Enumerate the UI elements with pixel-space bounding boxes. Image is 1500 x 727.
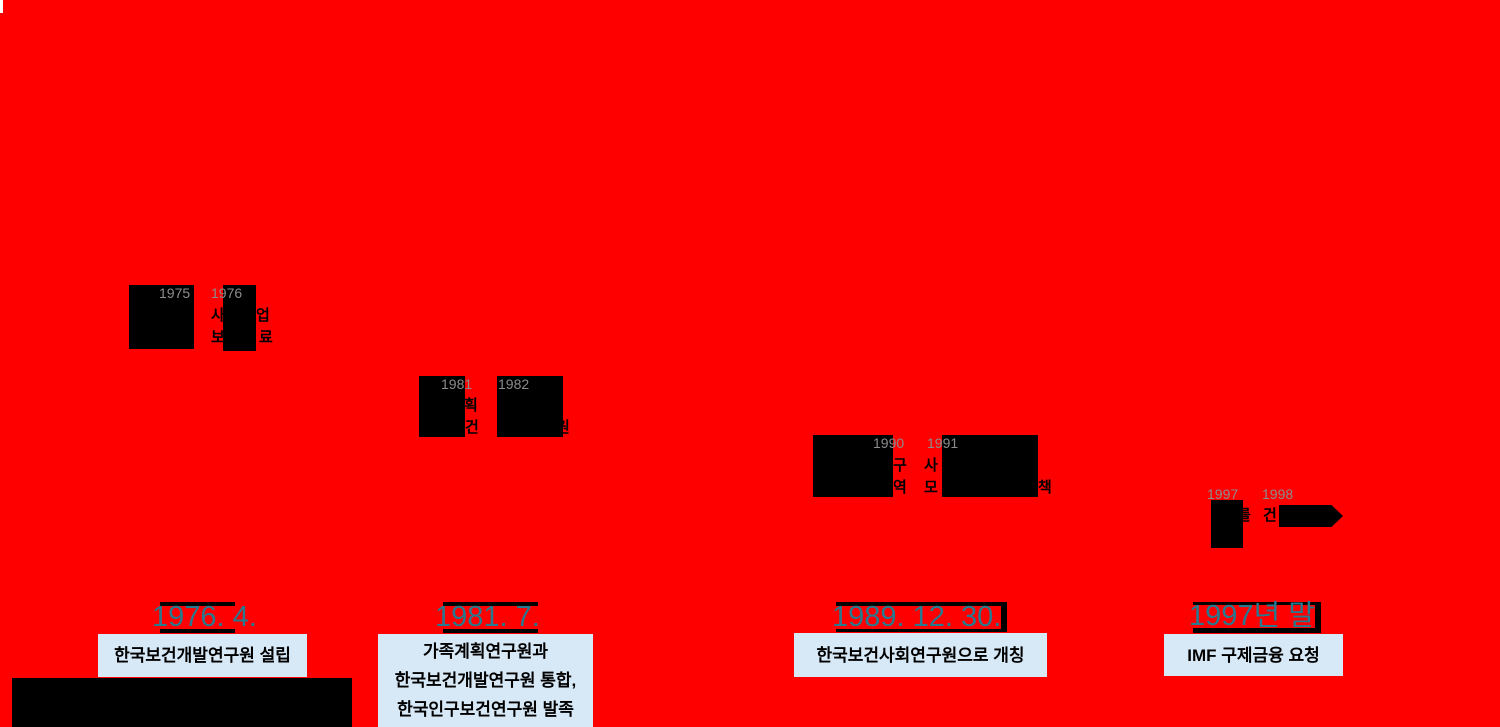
event-card-line: 가족계획연구원과 (422, 642, 549, 661)
year-label: 1991 (927, 435, 959, 451)
text-fragment: 건 (1263, 507, 1277, 524)
text-fragment: 사 (924, 457, 938, 474)
year-label: 1998 (1262, 486, 1294, 502)
text-fragment: 료 (259, 329, 273, 346)
text-fragment: 업 (256, 307, 270, 324)
redaction-box (497, 376, 563, 437)
text-fragment: 건 (465, 419, 479, 436)
text-fragment: 획 (464, 397, 478, 414)
redaction-box (129, 285, 194, 349)
year-label: 1975 (159, 285, 191, 301)
text-fragment: 구 (893, 457, 907, 474)
milestone-date: 1989. 12. 30. (832, 601, 1002, 633)
year-label: 1976 (211, 285, 243, 301)
text-fragment: 책 (1038, 479, 1052, 496)
text-fragment: 역 (893, 479, 907, 496)
year-label: 1997 (1207, 486, 1239, 502)
event-card: 한국보건사회연구원으로 개칭 (794, 633, 1047, 677)
footer-black-box (12, 678, 352, 727)
redaction-box (419, 376, 465, 437)
event-card: 한국보건개발연구원 설립 (98, 634, 307, 677)
event-card-line: 한국보건사회연구원으로 개칭 (816, 645, 1025, 665)
redaction-box (223, 285, 256, 351)
text-fragment: 사 (211, 307, 225, 324)
event-card: IMF 구제금융 요청 (1164, 634, 1343, 676)
year-label: 1981 (441, 376, 473, 392)
text-fragment: 보 (211, 329, 225, 346)
event-card-line: 한국보건개발연구원 통합, (394, 671, 577, 690)
text-fragment: 모 (924, 479, 938, 496)
milestone-date: 1981. 7. (435, 601, 540, 633)
event-card-line: IMF 구제금융 요청 (1187, 645, 1320, 665)
milestone-date: 1997년 말 (1189, 600, 1315, 632)
top-left-notch (0, 0, 3, 13)
event-card-line: 한국보건개발연구원 설립 (114, 646, 291, 665)
event-card: 가족계획연구원과 한국보건개발연구원 통합, 한국인구보건연구원 발족 (378, 634, 593, 727)
arrow-banner (1279, 505, 1343, 527)
year-label: 1982 (498, 376, 530, 392)
year-label: 1990 (873, 435, 905, 451)
event-card-line: 한국인구보건연구원 발족 (397, 700, 574, 719)
redaction-box (1211, 500, 1243, 548)
redaction-box (813, 435, 893, 497)
milestone-date: 1976. 4. (152, 601, 257, 633)
redaction-box (942, 435, 1038, 497)
